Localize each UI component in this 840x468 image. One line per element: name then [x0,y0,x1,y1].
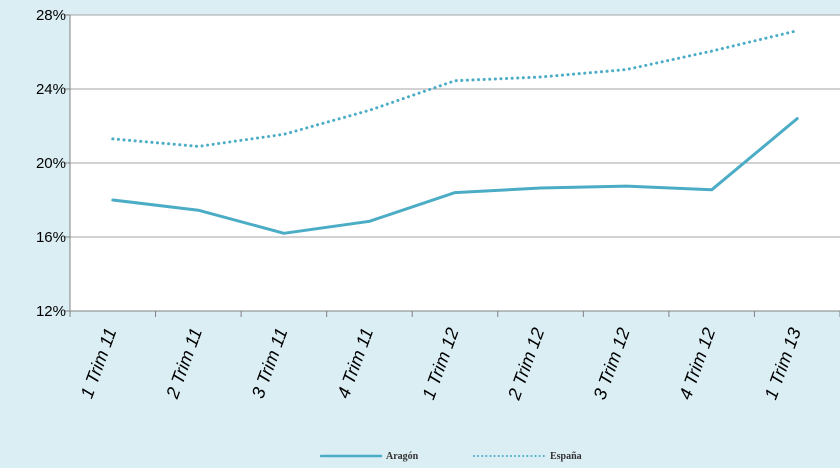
data-point-espana [453,79,457,83]
y-tick-label: 24% [36,81,66,98]
data-point-espana [196,144,200,148]
x-tick-label: 3 Trim 11 [248,325,292,401]
data-point-espana [539,75,543,79]
y-tick-label: 12% [36,303,66,320]
data-point-aragon [795,117,799,121]
data-point-aragon [453,191,457,195]
y-tick-label: 20% [36,155,66,172]
x-tick-label: 1 Trim 13 [761,325,805,402]
x-tick-label: 2 Trim 12 [504,325,549,403]
gridlines [70,14,840,238]
data-point-aragon [624,184,628,188]
y-tick-label: 16% [36,229,66,246]
data-point-aragon [710,188,714,192]
legend: Aragón España [319,451,582,462]
data-point-aragon [367,219,371,223]
series-lines [111,29,799,235]
data-point-aragon [111,198,115,202]
x-tick-labels: 1 Trim 11 2 Trim 11 3 Trim 11 4 Trim 11 1 Tr… [77,325,805,403]
legend-label-espana: España [550,451,582,462]
data-point-espana [282,132,286,136]
data-point-espana [367,108,371,112]
x-tick-label: 1 Trim 12 [418,325,462,402]
data-point-espana [624,68,628,72]
data-point-espana [795,29,799,33]
data-point-aragon [282,231,286,235]
y-tick-labels: 12% 16% 20% 24% 28% [36,7,66,320]
x-tick-label: 1 Trim 11 [77,325,121,401]
x-tick-label: 4 Trim 12 [675,325,719,402]
x-tick-label: 4 Trim 11 [333,325,377,401]
axes [65,14,840,317]
y-tick-label: 28% [36,7,66,24]
legend-label-aragon: Aragón [386,451,419,462]
data-point-espana [710,49,714,53]
x-tick-label: 3 Trim 12 [589,325,633,402]
x-tick-label: 2 Trim 11 [162,325,206,402]
series-line-aragon [111,117,799,235]
data-point-aragon [196,208,200,212]
data-point-espana [111,137,115,141]
data-point-aragon [539,186,543,190]
series-line-espana [111,29,799,148]
